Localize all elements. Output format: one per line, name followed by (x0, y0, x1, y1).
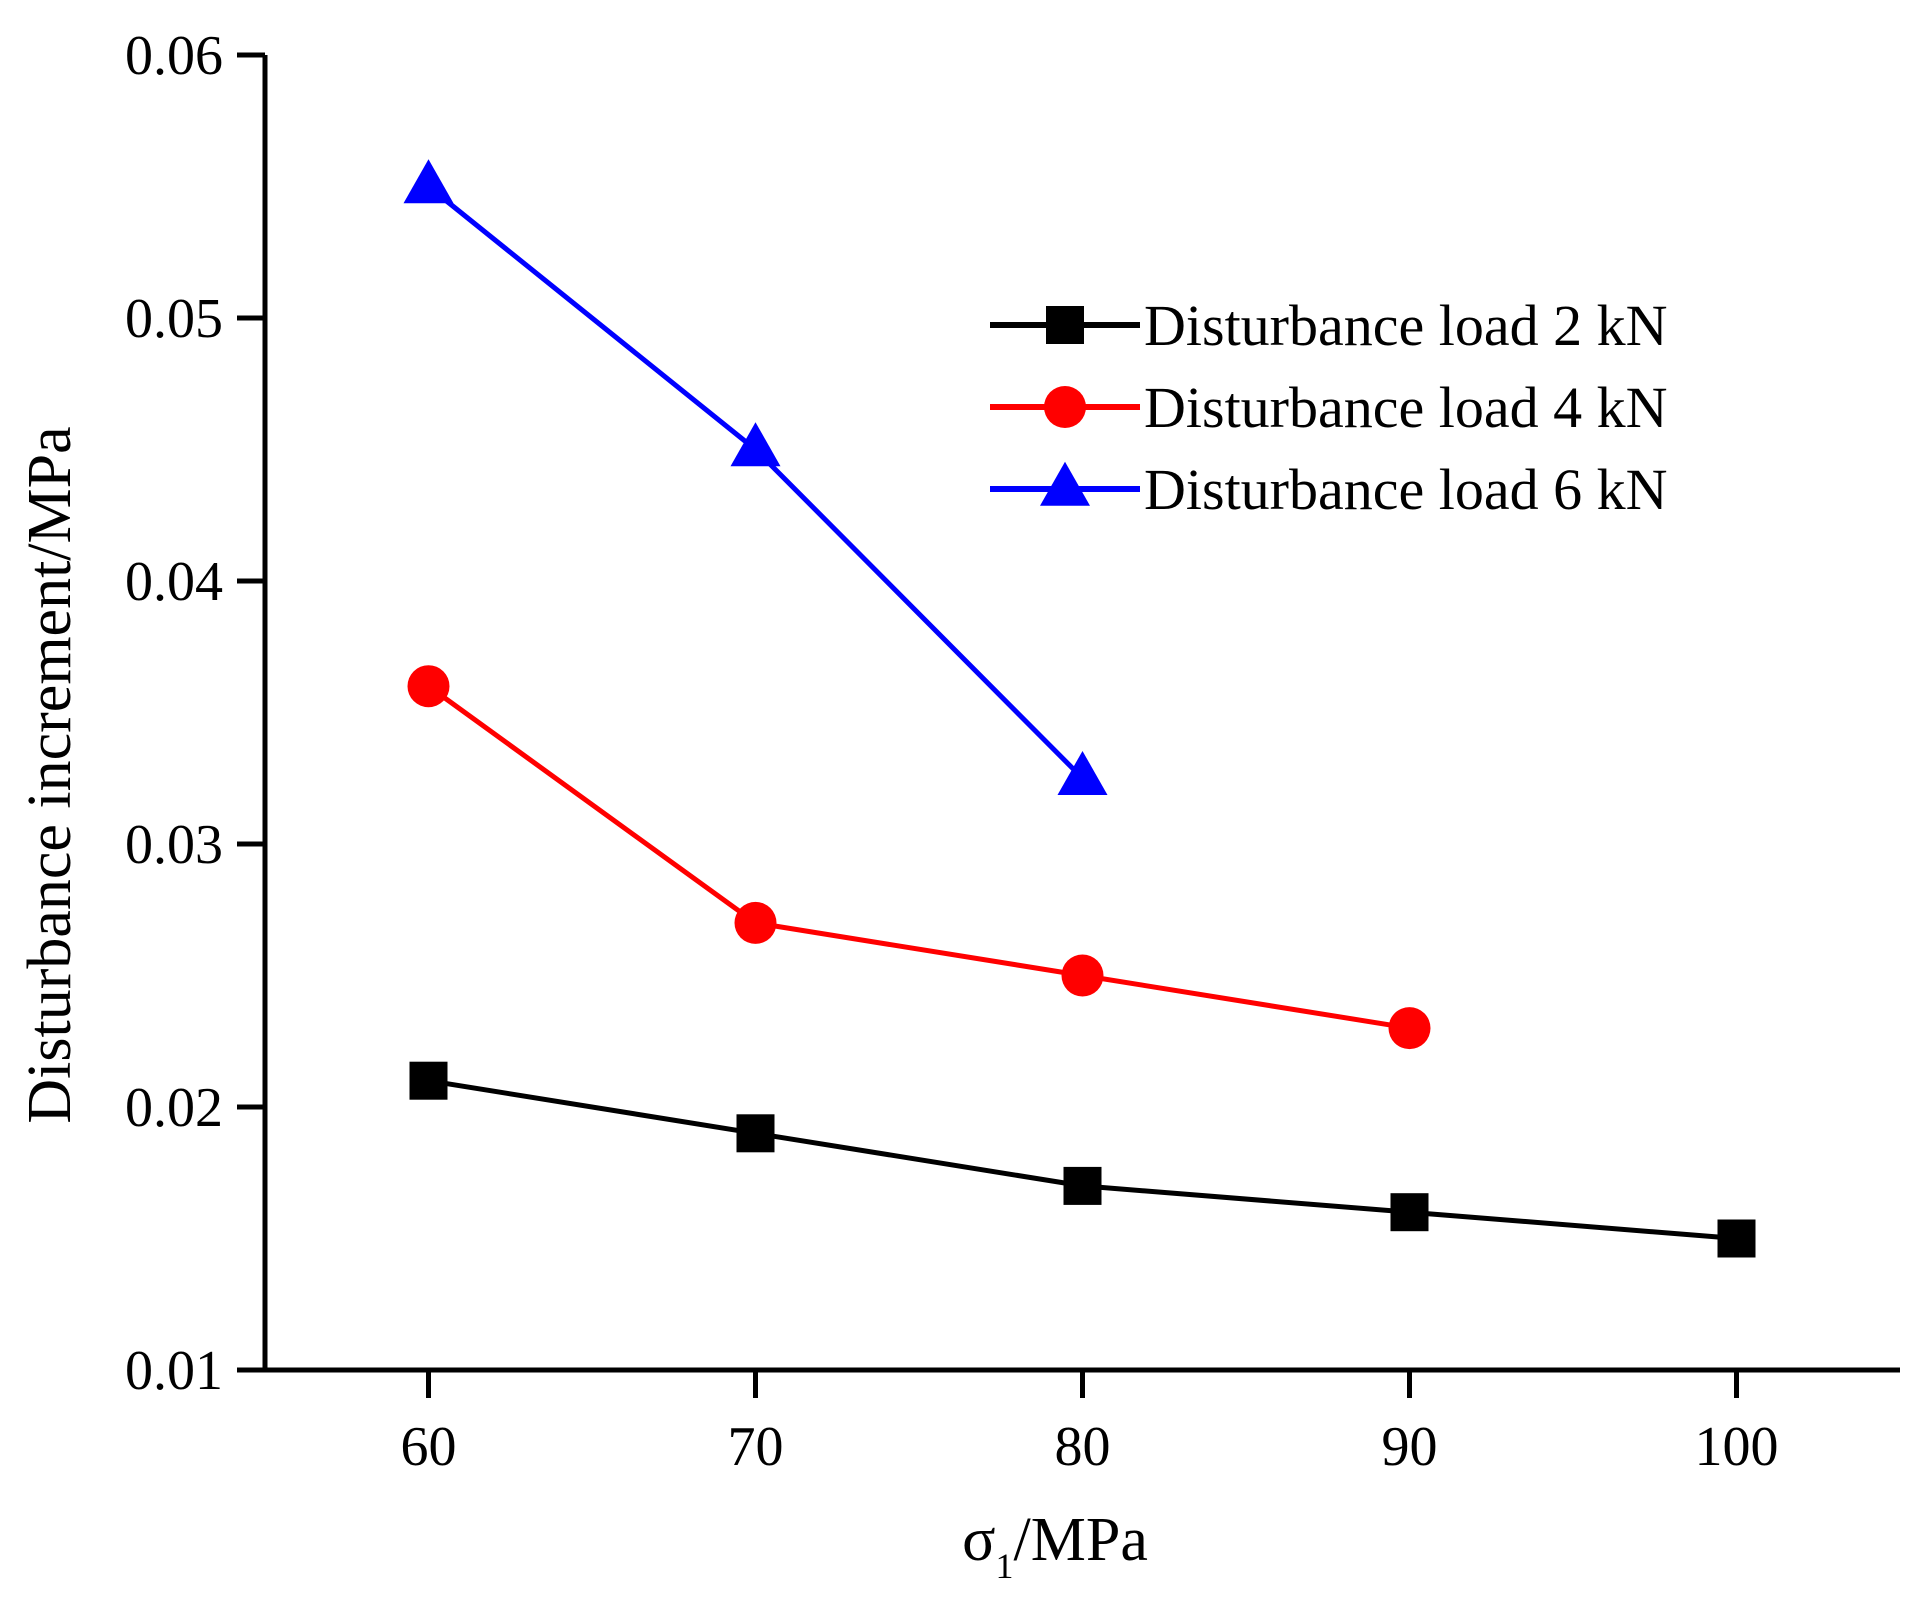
data-point (1057, 750, 1108, 795)
y-tick-label: 0.03 (125, 814, 223, 876)
y-tick-label: 0.04 (125, 551, 223, 613)
data-point (1063, 1166, 1102, 1205)
legend-item-3: Disturbance load 6 kN (990, 457, 1667, 522)
x-axis-title-unit: /MPa (1014, 1506, 1148, 1574)
legend-item-2: Disturbance load 4 kN (990, 375, 1667, 440)
series-1 (409, 1061, 1756, 1258)
legend-label: Disturbance load 2 kN (1144, 293, 1667, 358)
series-3 (403, 159, 1108, 795)
data-point (1717, 1219, 1756, 1258)
data-point (409, 1061, 448, 1100)
y-tick-label: 0.06 (125, 25, 223, 87)
y-axis-title: Disturbance increment/MPa (16, 426, 84, 1123)
x-axis-title-symbol: σ (962, 1506, 995, 1574)
data-point (730, 422, 781, 467)
x-tick-label: 90 (1382, 1416, 1438, 1478)
x-tick-label: 70 (728, 1416, 784, 1478)
data-point (1388, 1007, 1431, 1050)
x-tick-label: 80 (1055, 1416, 1111, 1478)
data-point (403, 159, 454, 204)
legend-marker (1046, 306, 1084, 344)
data-point (1061, 954, 1104, 997)
data-point (734, 901, 777, 944)
series-line (428, 1078, 1737, 1241)
data-point (736, 1114, 775, 1153)
series-layer (403, 159, 1756, 1258)
x-axis-title-subscript: 1 (996, 1546, 1014, 1586)
x-axis-title: σ1/MPa (962, 1506, 1148, 1586)
series-2 (407, 665, 1431, 1050)
x-tick-label: 60 (401, 1416, 457, 1478)
x-tick-label: 100 (1695, 1416, 1779, 1478)
legend: Disturbance load 2 kN Disturbance load 4 … (990, 293, 1667, 522)
data-point (407, 665, 450, 708)
legend-marker (1044, 386, 1086, 428)
y-tick-label: 0.02 (125, 1077, 223, 1139)
y-tick-label: 0.05 (125, 288, 223, 350)
legend-label: Disturbance load 6 kN (1144, 457, 1667, 522)
legend-item-1: Disturbance load 2 kN (990, 293, 1667, 358)
series-line (427, 684, 1410, 1031)
y-tick-label: 0.01 (125, 1340, 223, 1402)
series-line (426, 184, 1085, 781)
data-point (1390, 1193, 1429, 1232)
legend-marker (1040, 461, 1090, 506)
legend-label: Disturbance load 4 kN (1144, 375, 1667, 440)
axes: 0.01 0.02 0.03 0.04 0.05 0.06 60 70 80 90 100 (125, 25, 1900, 1478)
